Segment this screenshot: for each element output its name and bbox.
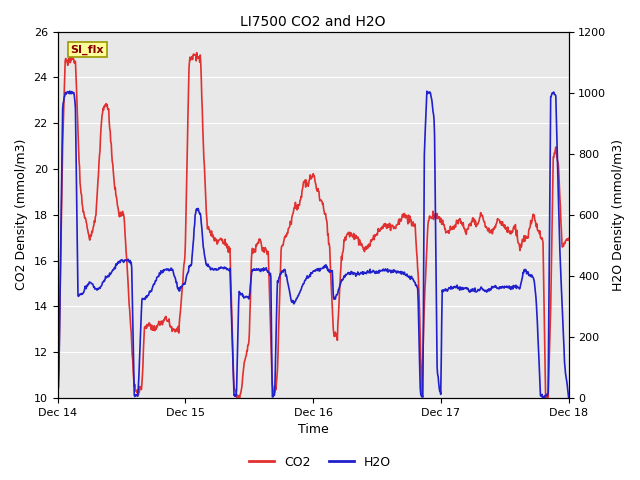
Legend: CO2, H2O: CO2, H2O [244,451,396,474]
X-axis label: Time: Time [298,423,328,436]
Y-axis label: H2O Density (mmol/m3): H2O Density (mmol/m3) [612,139,625,291]
Title: LI7500 CO2 and H2O: LI7500 CO2 and H2O [240,15,386,29]
Text: SI_flx: SI_flx [70,44,104,55]
Y-axis label: CO2 Density (mmol/m3): CO2 Density (mmol/m3) [15,139,28,290]
